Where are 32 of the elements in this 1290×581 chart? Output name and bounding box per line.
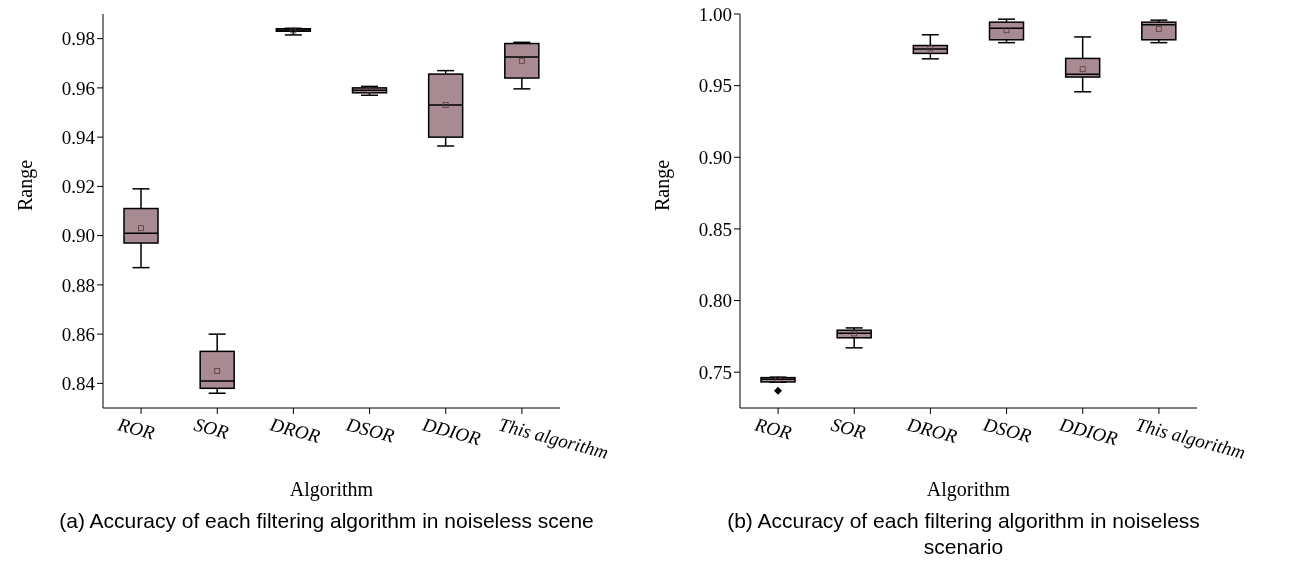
- x-tick-label: DDIOR: [1056, 413, 1121, 450]
- y-tick-label: 0.75: [698, 361, 732, 383]
- y-tick-label: 0.98: [61, 28, 95, 50]
- x-tick-label: ROR: [114, 413, 158, 444]
- x-tick-label: DDIOR: [419, 413, 484, 450]
- x-tick-label: DROR: [904, 413, 960, 447]
- y-tick-label: 0.88: [61, 274, 95, 296]
- y-tick-label: 0.94: [61, 126, 96, 148]
- x-tick-label: DROR: [267, 413, 323, 447]
- y-tick-label: 0.84: [61, 373, 96, 395]
- y-tick-label: 0.85: [698, 218, 732, 240]
- y-tick-label: 0.90: [61, 225, 95, 247]
- y-tick-label: 0.90: [698, 147, 732, 169]
- x-tick-label: ROR: [751, 413, 795, 444]
- y-axis-title: Range: [651, 159, 675, 211]
- x-axis-title: Algorithm: [289, 478, 374, 501]
- text: (b) Accuracy of each filtering algorithm in noiseless scenario: [726, 508, 1201, 560]
- y-tick-label: 0.80: [698, 290, 732, 312]
- x-tick-label: This algorithm: [1133, 413, 1248, 463]
- x-tick-label: DSOR: [343, 413, 397, 447]
- x-tick-label: SOR: [828, 413, 869, 443]
- y-tick-label: 0.96: [61, 77, 95, 99]
- y-axis-title: Range: [14, 159, 38, 211]
- x-tick-label: SOR: [191, 413, 232, 443]
- x-tick-label: This algorithm: [496, 413, 611, 463]
- x-tick-label: DSOR: [980, 413, 1034, 447]
- y-tick-label: 0.95: [698, 75, 732, 97]
- y-tick-label: 0.92: [61, 176, 95, 198]
- text: (a) Accuracy of each filtering algorithm in noiseless scene: [58, 508, 595, 534]
- x-axis-title: Algorithm: [926, 478, 1011, 501]
- y-tick-label: 0.86: [61, 323, 95, 345]
- y-tick-label: 1.00: [698, 3, 732, 25]
